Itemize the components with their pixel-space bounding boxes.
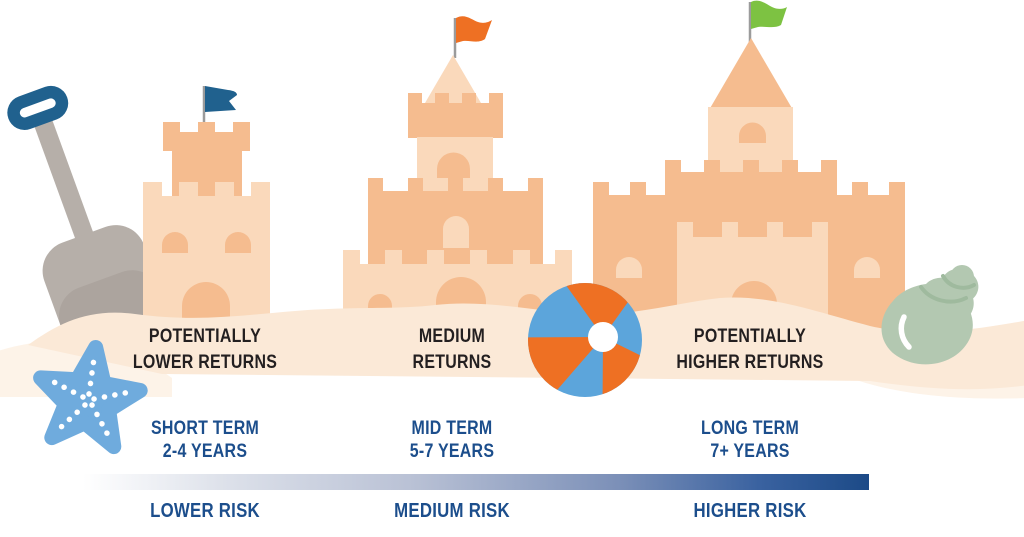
starfish-icon <box>33 340 148 455</box>
term-label-long: LONG TERM 7+ YEARS <box>701 417 799 463</box>
returns-label-line: MEDIUM <box>418 326 486 347</box>
flag-orange-icon <box>456 16 492 43</box>
shovel-handle-icon <box>7 85 69 130</box>
term-label-line: 7+ YEARS <box>710 441 790 462</box>
returns-label-line: POTENTIALLY <box>148 326 262 347</box>
returns-label-line: POTENTIALLY <box>693 326 807 347</box>
sandcastle-small-icon <box>143 86 270 331</box>
returns-label-line: LOWER RETURNS <box>132 352 278 373</box>
sandcastle-medium-icon <box>343 16 572 331</box>
term-label-mid: MID TERM 5-7 YEARS <box>410 417 494 463</box>
term-label-short: SHORT TERM 2-4 YEARS <box>151 417 259 463</box>
risk-label-medium: MEDIUM RISK <box>394 500 510 522</box>
risk-gradient-bar <box>83 474 869 490</box>
flag-green-icon <box>751 0 787 29</box>
returns-label-higher: POTENTIALLY HIGHER RETURNS <box>676 324 823 376</box>
returns-label-line: HIGHER RETURNS <box>676 352 824 373</box>
seashell-icon <box>881 265 979 365</box>
returns-label-medium: MEDIUM RETURNS <box>413 324 492 376</box>
flag-blue-icon <box>205 86 237 112</box>
term-label-line: 2-4 YEARS <box>162 441 248 462</box>
sandcastle-large-icon <box>593 0 905 331</box>
returns-label-line: RETURNS <box>412 352 492 373</box>
term-label-line: LONG TERM <box>700 418 800 439</box>
risk-label-higher: HIGHER RISK <box>693 500 807 522</box>
returns-label-lower: POTENTIALLY LOWER RETURNS <box>133 324 277 376</box>
term-label-line: SHORT TERM <box>150 418 260 439</box>
term-label-line: MID TERM <box>411 418 493 439</box>
risk-label-lower: LOWER RISK <box>150 500 260 522</box>
term-label-line: 5-7 YEARS <box>409 441 495 462</box>
